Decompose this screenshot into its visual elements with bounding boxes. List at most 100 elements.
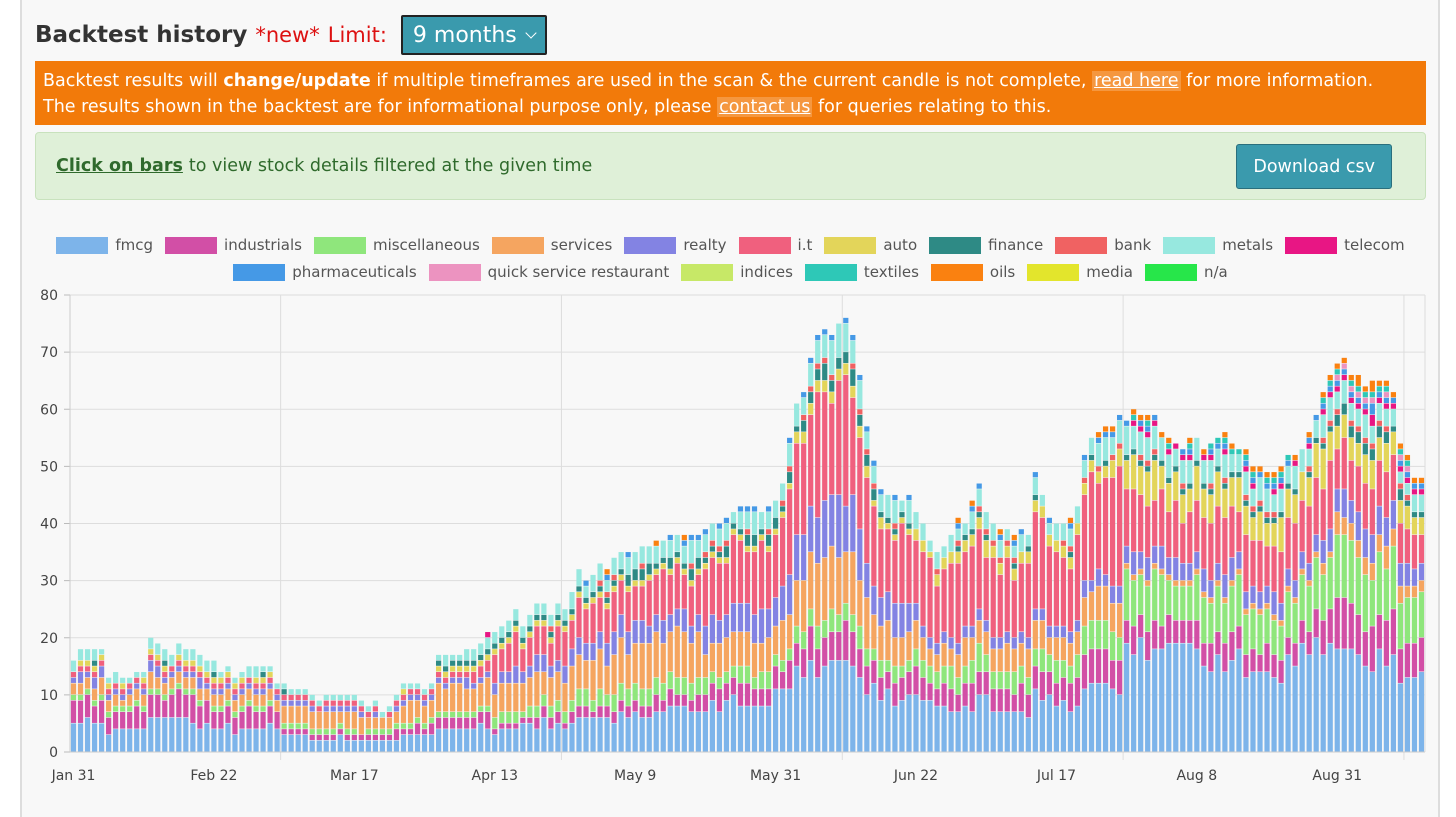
bar-segment[interactable] xyxy=(1278,517,1284,552)
bar-segment[interactable] xyxy=(1418,563,1425,581)
bar-segment[interactable] xyxy=(878,494,884,512)
bar-segment[interactable] xyxy=(688,683,694,701)
bar-segment[interactable] xyxy=(358,740,364,752)
bar-segment[interactable] xyxy=(1074,620,1081,632)
bar-segment[interactable] xyxy=(155,660,161,666)
legend-item[interactable]: textiles xyxy=(804,263,919,281)
bar-segment[interactable] xyxy=(1271,546,1277,592)
bar-segment[interactable] xyxy=(1278,489,1284,512)
bar-segment[interactable] xyxy=(653,546,659,563)
bar-segment[interactable] xyxy=(709,672,715,683)
bar-segment[interactable] xyxy=(1285,460,1291,466)
bar-segment[interactable] xyxy=(197,706,203,729)
bar-segment[interactable] xyxy=(1327,432,1333,461)
bar-segment[interactable] xyxy=(1025,546,1031,552)
bar-segment[interactable] xyxy=(1250,586,1256,603)
bar-segment[interactable] xyxy=(646,563,652,575)
bar-segment[interactable] xyxy=(1053,552,1060,626)
bar-segment[interactable] xyxy=(1355,409,1361,426)
bar-segment[interactable] xyxy=(772,654,779,666)
bar-segment[interactable] xyxy=(1257,592,1263,609)
bar-segment[interactable] xyxy=(1194,620,1200,649)
bar-segment[interactable] xyxy=(1236,569,1242,575)
bar-segment[interactable] xyxy=(274,729,280,752)
bar-segment[interactable] xyxy=(541,717,547,752)
bar-segment[interactable] xyxy=(323,694,329,701)
bar-segment[interactable] xyxy=(1215,580,1221,586)
bar-segment[interactable] xyxy=(435,677,442,683)
bar-segment[interactable] xyxy=(443,654,449,666)
bar-segment[interactable] xyxy=(1004,643,1010,672)
bar-segment[interactable] xyxy=(794,580,800,626)
bar-segment[interactable] xyxy=(1250,609,1256,649)
bar-segment[interactable] xyxy=(716,557,723,563)
bar-segment[interactable] xyxy=(737,632,744,666)
bar-segment[interactable] xyxy=(1018,563,1024,632)
bar-segment[interactable] xyxy=(1397,454,1404,461)
bar-segment[interactable] xyxy=(758,689,765,706)
bar-segment[interactable] xyxy=(1138,432,1144,455)
bar-segment[interactable] xyxy=(1067,529,1074,546)
bar-segment[interactable] xyxy=(646,717,652,752)
bar-segment[interactable] xyxy=(653,569,659,575)
bar-segment[interactable] xyxy=(590,643,596,661)
bar-segment[interactable] xyxy=(625,717,631,752)
bar-segment[interactable] xyxy=(885,494,891,518)
bar-segment[interactable] xyxy=(1383,666,1389,752)
bar-segment[interactable] xyxy=(850,369,856,386)
bar-segment[interactable] xyxy=(330,700,336,706)
bar-segment[interactable] xyxy=(351,740,357,752)
bar-segment[interactable] xyxy=(421,700,428,706)
bar-segment[interactable] xyxy=(492,694,498,718)
bar-segment[interactable] xyxy=(1376,392,1382,398)
bar-segment[interactable] xyxy=(253,706,259,712)
bar-segment[interactable] xyxy=(1194,500,1200,552)
bar-segment[interactable] xyxy=(1060,546,1067,558)
bar-segment[interactable] xyxy=(639,717,645,752)
bar-segment[interactable] xyxy=(1376,534,1382,552)
bar-segment[interactable] xyxy=(1250,672,1256,752)
bar-segment[interactable] xyxy=(1187,454,1193,461)
bar-segment[interactable] xyxy=(562,609,568,621)
bar-segment[interactable] xyxy=(372,729,378,735)
bar-segment[interactable] xyxy=(113,694,119,706)
bar-segment[interactable] xyxy=(295,689,301,695)
bar-segment[interactable] xyxy=(927,683,933,701)
bar-segment[interactable] xyxy=(99,694,105,701)
bar-segment[interactable] xyxy=(1271,477,1277,484)
bar-segment[interactable] xyxy=(1264,603,1270,609)
bar-segment[interactable] xyxy=(962,683,968,706)
bar-segment[interactable] xyxy=(941,706,947,752)
bar-segment[interactable] xyxy=(892,637,898,666)
bar-segment[interactable] xyxy=(1222,574,1228,598)
bar-segment[interactable] xyxy=(815,392,821,518)
bar-segment[interactable] xyxy=(253,666,259,678)
bar-segment[interactable] xyxy=(1201,449,1207,455)
bar-segment[interactable] xyxy=(1131,489,1137,552)
bar-segment[interactable] xyxy=(1025,563,1031,638)
bar-segment[interactable] xyxy=(709,557,715,615)
bar-segment[interactable] xyxy=(660,569,666,621)
bar-segment[interactable] xyxy=(576,654,582,689)
bar-segment[interactable] xyxy=(829,632,835,661)
bar-segment[interactable] xyxy=(955,563,961,643)
bar-segment[interactable] xyxy=(1404,494,1411,501)
bar-segment[interactable] xyxy=(548,626,554,632)
bar-segment[interactable] xyxy=(1376,460,1382,506)
bar-segment[interactable] xyxy=(351,700,357,706)
bar-segment[interactable] xyxy=(836,357,842,369)
bar-segment[interactable] xyxy=(211,660,217,672)
bar-segment[interactable] xyxy=(372,700,378,706)
bar-segment[interactable] xyxy=(1131,454,1137,489)
bar-segment[interactable] xyxy=(190,666,196,672)
bar-segment[interactable] xyxy=(99,649,105,655)
bar-segment[interactable] xyxy=(190,672,196,678)
bar-segment[interactable] xyxy=(1320,449,1326,489)
bar-segment[interactable] xyxy=(555,700,561,712)
bar-segment[interactable] xyxy=(625,574,631,586)
bar-segment[interactable] xyxy=(1285,654,1291,752)
bar-segment[interactable] xyxy=(885,529,891,592)
bar-segment[interactable] xyxy=(1053,706,1060,752)
bar-segment[interactable] xyxy=(148,672,154,689)
bar-segment[interactable] xyxy=(794,432,800,444)
